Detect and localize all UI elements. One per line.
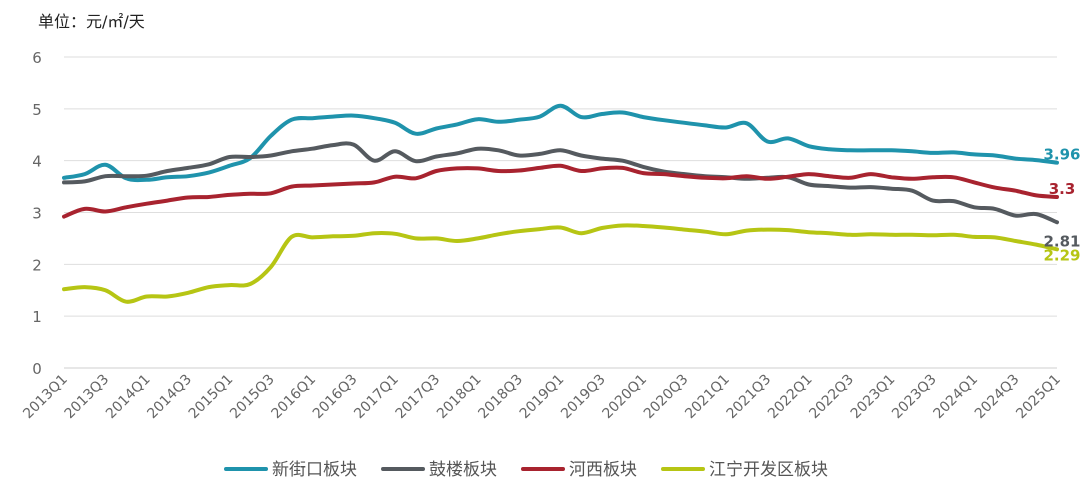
x-tick-label: 2025Q1 bbox=[1013, 372, 1064, 423]
x-tick-label: 2016Q1 bbox=[268, 372, 319, 423]
series-line bbox=[62, 141, 1059, 225]
series-line bbox=[62, 223, 1059, 304]
y-axis-tick-labels: 0 1 2 3 4 5 6 bbox=[32, 49, 42, 378]
y-tick-label: 3 bbox=[32, 205, 42, 223]
series-line bbox=[62, 103, 1059, 183]
end-value-label: 2.81 bbox=[1043, 232, 1080, 250]
legend-label: 鼓楼板块 bbox=[429, 460, 497, 480]
y-tick-label: 1 bbox=[32, 308, 42, 326]
x-tick-label: 2018Q3 bbox=[475, 372, 526, 423]
x-tick-label: 2019Q3 bbox=[558, 372, 609, 423]
x-tick-label: 2023Q1 bbox=[848, 372, 899, 423]
x-tick-label: 2018Q1 bbox=[434, 372, 485, 423]
x-tick-label: 2017Q1 bbox=[351, 372, 402, 423]
x-tick-label: 2021Q1 bbox=[682, 372, 733, 423]
x-tick-label: 2023Q3 bbox=[889, 372, 940, 423]
x-tick-label: 2019Q1 bbox=[517, 372, 568, 423]
x-tick-label: 2013Q1 bbox=[20, 372, 71, 423]
x-tick-label: 2022Q3 bbox=[806, 372, 857, 423]
x-tick-label: 2014Q3 bbox=[144, 372, 195, 423]
x-tick-label: 2021Q3 bbox=[724, 372, 775, 423]
legend-label: 河西板块 bbox=[569, 460, 637, 480]
x-tick-label: 2020Q1 bbox=[599, 372, 650, 423]
x-tick-label: 2024Q3 bbox=[972, 372, 1023, 423]
series-line bbox=[62, 163, 1059, 219]
y-tick-label: 2 bbox=[32, 256, 42, 274]
y-tick-label: 5 bbox=[32, 101, 42, 119]
x-tick-label: 2017Q3 bbox=[393, 372, 444, 423]
end-value-label: 2.29 bbox=[1043, 246, 1080, 264]
grid-lines bbox=[64, 56, 1057, 369]
y-tick-label: 6 bbox=[32, 49, 42, 67]
x-tick-label: 2014Q1 bbox=[103, 372, 154, 423]
legend-label: 江宁开发区板块 bbox=[709, 460, 828, 480]
x-tick-label: 2016Q3 bbox=[310, 372, 361, 423]
end-value-label: 3.96 bbox=[1043, 146, 1080, 164]
x-tick-label: 2015Q1 bbox=[186, 372, 237, 423]
end-value-labels: 3.96 2.81 3.3 2.29 bbox=[1043, 146, 1080, 265]
legend-label: 新街口板块 bbox=[272, 460, 357, 480]
y-tick-label: 4 bbox=[32, 153, 42, 171]
unit-label: 单位：元/㎡/天 bbox=[38, 12, 145, 31]
x-tick-label: 2022Q1 bbox=[765, 372, 816, 423]
x-axis-tick-labels: 2013Q12013Q32014Q12014Q32015Q12015Q32016… bbox=[20, 372, 1064, 423]
x-tick-label: 2024Q1 bbox=[930, 372, 981, 423]
end-value-label: 3.3 bbox=[1049, 180, 1076, 198]
x-tick-label: 2020Q3 bbox=[641, 372, 692, 423]
legend: 新街口板块 鼓楼板块 河西板块 江宁开发区板块 bbox=[224, 460, 828, 480]
y-tick-label: 0 bbox=[32, 360, 42, 378]
series-lines bbox=[62, 103, 1059, 304]
x-tick-label: 2015Q3 bbox=[227, 372, 278, 423]
x-tick-label: 2013Q3 bbox=[62, 372, 113, 423]
